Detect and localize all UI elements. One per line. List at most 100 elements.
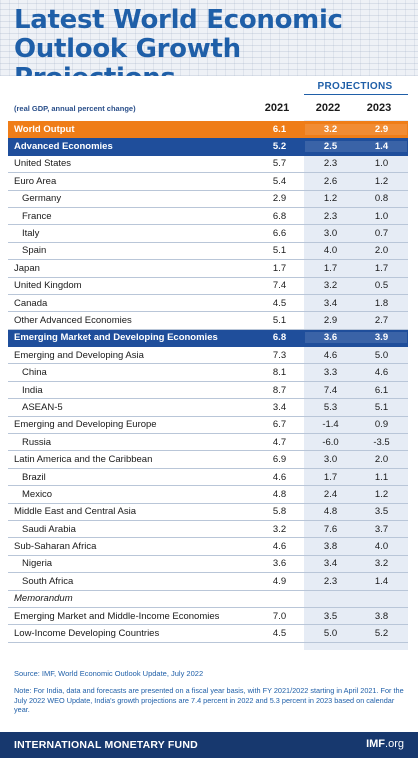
row-label: Low-Income Developing Countries <box>14 628 160 640</box>
cell-2023: 1.4 <box>356 141 407 153</box>
units-note: (real GDP, annual percent change) <box>14 104 136 113</box>
table-row: Spain 5.1 4.0 2.0 <box>8 243 408 261</box>
cell-2022: 2.3 <box>323 575 338 587</box>
header-grid-pattern <box>0 0 418 76</box>
table-row: Advanced Economies 5.2 2.5 1.4 <box>8 138 408 156</box>
cell-2021: 6.7 <box>272 419 287 431</box>
table-row: Brazil 4.6 1.7 1.1 <box>8 469 408 487</box>
cell-2021: 5.2 <box>272 141 287 153</box>
cell-2022: 4.0 <box>323 245 338 257</box>
cell-2022: 3.0 <box>323 228 338 240</box>
cell-2022: 3.8 <box>323 541 338 553</box>
cell-2023: 4.0 <box>374 541 389 553</box>
table-row: Memorandum <box>8 591 408 608</box>
cell-2022: 3.4 <box>323 558 338 570</box>
cell-2023: 2.7 <box>374 314 389 326</box>
cell-2021: 4.7 <box>272 436 287 448</box>
table-row: Latin America and the Caribbean 6.9 3.0 2.0 <box>8 451 408 469</box>
table-row: United Kingdom 7.4 3.2 0.5 <box>8 278 408 295</box>
table-row: Germany 2.9 1.2 0.8 <box>8 191 408 208</box>
year-header-2022: 2022 <box>315 102 341 114</box>
cell-2021: 4.5 <box>272 297 287 309</box>
row-label: Latin America and the Caribbean <box>14 454 153 466</box>
cell-2021: 5.4 <box>272 175 287 187</box>
cell-2021: 8.7 <box>272 384 287 396</box>
row-label: Japan <box>14 262 40 274</box>
cell-2021: 6.6 <box>272 228 287 240</box>
cell-2021: 7.3 <box>272 349 287 361</box>
cell-2023: 1.0 <box>374 158 389 170</box>
footer-site-bold: IMF <box>366 738 386 750</box>
cell-2021: 5.7 <box>272 158 287 170</box>
table-row: Other Advanced Economies 5.1 2.9 2.7 <box>8 312 408 330</box>
cell-2022: -6.0 <box>322 436 339 448</box>
cell-2023: 2.0 <box>374 454 389 466</box>
cell-2023: 0.5 <box>374 280 389 292</box>
cell-2022: 5.0 <box>323 628 338 640</box>
table-row: Italy 6.6 3.0 0.7 <box>8 225 408 243</box>
row-label: Nigeria <box>22 558 53 570</box>
table-row: South Africa 4.9 2.3 1.4 <box>8 573 408 591</box>
table-row: United States 5.7 2.3 1.0 <box>8 156 408 174</box>
cell-2021: 5.1 <box>272 314 287 326</box>
cell-2023: 0.7 <box>374 228 389 240</box>
cell-2022: 7.6 <box>323 523 338 535</box>
cell-2022: 2.4 <box>323 488 338 500</box>
row-label: United Kingdom <box>14 280 82 292</box>
source-note: Source: IMF, World Economic Outlook Upda… <box>14 669 204 678</box>
cell-2023: 5.2 <box>374 628 389 640</box>
cell-2021: 4.5 <box>272 628 287 640</box>
table-row: World Output 6.1 3.2 2.9 <box>8 121 408 139</box>
year-header-2021: 2021 <box>264 102 290 114</box>
cell-2023: 1.1 <box>374 471 389 483</box>
cell-2022: 3.3 <box>323 367 338 379</box>
cell-2022: 2.6 <box>323 175 338 187</box>
page-title: Latest World Economic Outlook Growth Pro… <box>14 5 343 77</box>
table-row: Sub-Saharan Africa 4.6 3.8 4.0 <box>8 538 408 556</box>
footer-site-rest: .org <box>385 738 404 750</box>
table-row: India 8.7 7.4 6.1 <box>8 382 408 400</box>
cell-2021: 6.8 <box>272 210 287 222</box>
cell-2022: 3.6 <box>305 332 356 344</box>
footer-org-name: INTERNATIONAL MONETARY FUND <box>14 739 198 751</box>
row-label: Advanced Economies <box>14 141 113 153</box>
cell-2023: 1.7 <box>374 262 389 274</box>
cell-2021: 3.6 <box>272 558 287 570</box>
table-row: Saudi Arabia 3.2 7.6 3.7 <box>8 521 408 539</box>
cell-2021: 4.9 <box>272 575 287 587</box>
cell-2023: 3.5 <box>374 506 389 518</box>
cell-2021: 4.6 <box>272 471 287 483</box>
table-row: China 8.1 3.3 4.6 <box>8 364 408 382</box>
row-label: United States <box>14 158 72 170</box>
cell-2023: 5.0 <box>374 349 389 361</box>
cell-2023: 1.4 <box>374 575 389 587</box>
row-label: Italy <box>22 228 40 240</box>
cell-2021: 4.8 <box>272 488 287 500</box>
cell-2021: 1.7 <box>272 262 287 274</box>
projections-underline <box>304 94 408 95</box>
footer-website-link[interactable]: IMF.org <box>366 738 404 750</box>
cell-2021: 6.1 <box>272 123 287 135</box>
row-label: Emerging Market and Middle-Income Econom… <box>14 610 220 622</box>
cell-2023: 1.2 <box>374 175 389 187</box>
row-label: Sub-Saharan Africa <box>14 541 97 553</box>
row-label: Mexico <box>22 488 53 500</box>
row-label: China <box>22 367 47 379</box>
table-row: Emerging Market and Middle-Income Econom… <box>8 608 408 626</box>
table-row: Mexico 4.8 2.4 1.2 <box>8 486 408 504</box>
cell-2023: 1.2 <box>374 488 389 500</box>
cell-2022: 3.2 <box>323 280 338 292</box>
cell-2021: 2.9 <box>272 193 287 205</box>
cell-2023: 6.1 <box>374 384 389 396</box>
cell-2023: 2.0 <box>374 245 389 257</box>
cell-2023: 3.2 <box>374 558 389 570</box>
cell-2023: 0.8 <box>374 193 389 205</box>
cell-2021: 4.6 <box>272 541 287 553</box>
cell-2022: 2.3 <box>323 158 338 170</box>
row-label: ASEAN-5 <box>22 401 63 413</box>
cell-2022: 1.2 <box>323 193 338 205</box>
table-row: Euro Area 5.4 2.6 1.2 <box>8 173 408 191</box>
cell-2021: 5.1 <box>272 245 287 257</box>
cell-2021: 8.1 <box>272 367 287 379</box>
row-label: Spain <box>22 245 47 257</box>
